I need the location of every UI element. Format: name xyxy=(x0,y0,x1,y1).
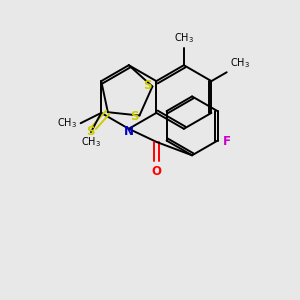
Text: N: N xyxy=(124,125,134,138)
Text: S: S xyxy=(143,80,152,92)
Text: S: S xyxy=(86,125,95,138)
Text: CH$_3$: CH$_3$ xyxy=(230,56,250,70)
Text: S: S xyxy=(130,110,138,123)
Text: F: F xyxy=(223,135,231,148)
Text: CH$_3$: CH$_3$ xyxy=(174,32,194,45)
Text: CH$_3$: CH$_3$ xyxy=(57,116,77,130)
Text: CH$_3$: CH$_3$ xyxy=(81,136,101,149)
Text: O: O xyxy=(152,165,162,178)
